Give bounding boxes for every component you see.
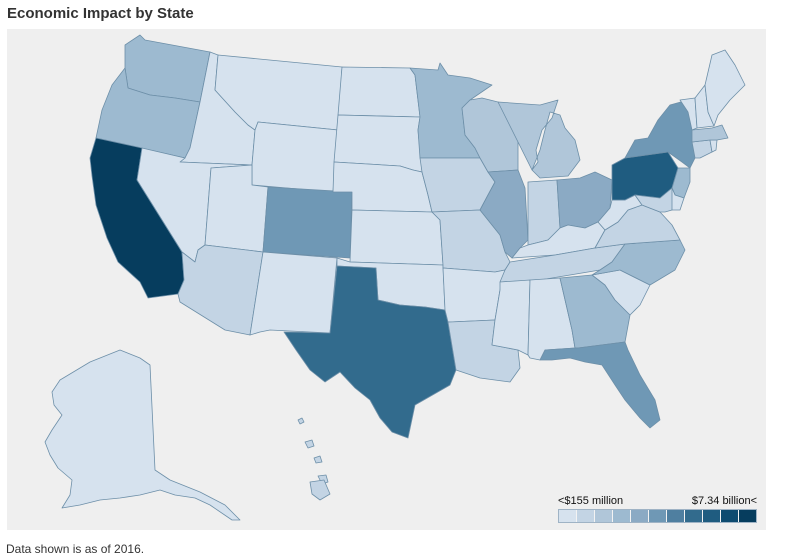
legend-swatch — [613, 510, 631, 522]
map-title: Economic Impact by State — [7, 5, 194, 22]
state-il[interactable] — [479, 169, 529, 259]
state-vt[interactable] — [679, 97, 698, 131]
footnote: Data shown is as of 2016. — [6, 542, 145, 556]
state-me[interactable] — [704, 49, 746, 127]
state-ks[interactable] — [349, 209, 444, 266]
state-nc[interactable] — [591, 239, 686, 286]
legend-min-label: <$155 million — [558, 495, 624, 507]
legend-swatch — [667, 510, 685, 522]
legend-swatch — [703, 510, 721, 522]
legend-swatch — [595, 510, 613, 522]
legend-swatch — [739, 510, 756, 522]
legend-swatch — [685, 510, 703, 522]
state-nd[interactable] — [337, 66, 421, 118]
legend-swatch — [577, 510, 595, 522]
state-de[interactable] — [671, 187, 685, 211]
state-nm[interactable] — [249, 251, 338, 336]
legend-swatch — [649, 510, 667, 522]
us-map — [44, 34, 746, 521]
map-panel: <$155 million $7.34 billion< — [7, 29, 766, 530]
legend-max-label: $7.34 billion< — [691, 495, 757, 507]
state-ak[interactable] — [44, 349, 241, 521]
legend-swatch — [721, 510, 739, 522]
state-fl[interactable] — [539, 341, 661, 429]
hawaii-islands[interactable] — [297, 417, 331, 501]
legend-swatch — [559, 510, 577, 522]
legend: <$155 million $7.34 billion< — [558, 494, 757, 523]
state-wy[interactable] — [251, 121, 339, 193]
state-ct[interactable] — [691, 139, 713, 159]
state-tx[interactable] — [283, 265, 457, 439]
state-az[interactable] — [177, 244, 264, 336]
state-mi[interactable] — [497, 99, 581, 179]
legend-swatch — [631, 510, 649, 522]
legend-color-scale — [558, 509, 757, 523]
state-co[interactable] — [262, 186, 353, 259]
state-ma[interactable] — [691, 124, 729, 143]
